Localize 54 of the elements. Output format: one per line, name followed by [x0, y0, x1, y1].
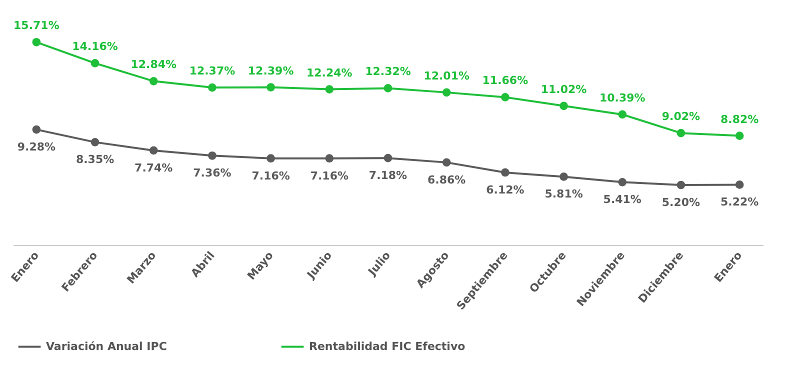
- point: [208, 83, 216, 92]
- point: [208, 151, 216, 160]
- point: [676, 128, 686, 138]
- point: [325, 154, 334, 163]
- data-label: 9.02%: [662, 110, 700, 124]
- point: [618, 110, 627, 119]
- data-label: 6.12%: [486, 183, 524, 196]
- data-label: 8.82%: [720, 112, 759, 126]
- data-label: 7.36%: [193, 166, 232, 180]
- data-label: 12.01%: [424, 69, 470, 82]
- point: [618, 178, 627, 186]
- point: [560, 102, 568, 110]
- data-label: 14.16%: [72, 40, 118, 54]
- data-label: 12.32%: [365, 65, 411, 78]
- data-label: 12.24%: [306, 66, 352, 80]
- point: [442, 88, 451, 97]
- point: [90, 138, 100, 146]
- point: [325, 85, 334, 94]
- point: [501, 93, 510, 102]
- legend-label: Variación Anual IPC: [46, 340, 167, 353]
- data-label: 8.35%: [76, 153, 114, 166]
- point: [735, 132, 744, 140]
- point: [384, 154, 392, 162]
- data-label: 5.20%: [662, 196, 700, 209]
- point: [90, 59, 100, 68]
- data-label: 12.84%: [130, 58, 177, 72]
- data-label: 6.86%: [428, 173, 466, 186]
- data-label: 7.16%: [310, 169, 348, 182]
- data-label: 7.18%: [368, 169, 408, 182]
- data-label: 11.66%: [482, 74, 528, 88]
- data-label: 15.71%: [14, 19, 60, 32]
- point: [560, 172, 568, 181]
- data-label: 9.28%: [17, 140, 56, 154]
- data-label: 5.81%: [544, 188, 583, 201]
- data-label: 7.16%: [252, 169, 290, 182]
- point: [266, 154, 275, 163]
- data-label: 12.39%: [248, 64, 294, 78]
- data-label: 11.02%: [540, 82, 587, 96]
- data-label: 7.74%: [134, 161, 173, 174]
- point: [149, 146, 158, 155]
- data-label: 5.41%: [603, 193, 642, 206]
- point: [676, 180, 686, 190]
- point: [32, 38, 41, 46]
- point: [266, 83, 275, 92]
- point: [501, 168, 510, 177]
- point: [32, 125, 41, 134]
- point: [735, 180, 744, 189]
- legend-label: Rentabilidad FIC Efectivo: [309, 340, 466, 353]
- point: [149, 76, 158, 86]
- data-label: 10.39%: [599, 91, 646, 104]
- data-label: 5.22%: [720, 196, 759, 209]
- point: [384, 84, 392, 92]
- point: [442, 158, 451, 167]
- data-label: 12.37%: [189, 64, 236, 78]
